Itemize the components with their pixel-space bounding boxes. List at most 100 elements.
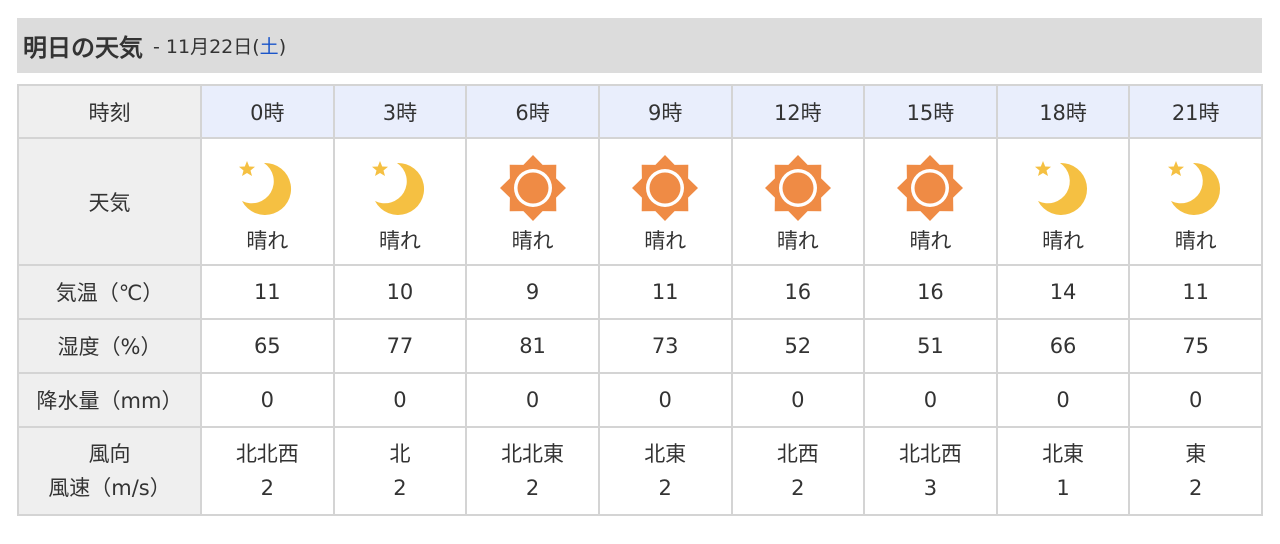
precip-cell: 0 [995, 372, 1131, 428]
weather-text: 晴れ [511, 228, 554, 253]
time-label: 15時 [906, 100, 955, 125]
precip-value: 0 [1189, 388, 1203, 412]
time-cell: 6時 [465, 84, 600, 139]
precip-cell: 0 [465, 372, 600, 428]
time-label: 18時 [1039, 100, 1087, 125]
temp-value: 14 [1049, 280, 1077, 304]
temp-cell: 9 [465, 264, 600, 320]
time-cell: 3時 [332, 84, 468, 139]
precip-value: 0 [525, 388, 540, 412]
wind-cell: 北北西 2 [200, 426, 335, 516]
precip-cell: 0 [200, 372, 335, 428]
wind-speed: 3 [923, 476, 938, 500]
weather-text: 晴れ [378, 228, 421, 253]
precip-value: 0 [393, 388, 407, 412]
sun-icon [865, 154, 996, 221]
moon-star-icon [1130, 155, 1261, 221]
humidity-value: 65 [253, 334, 281, 358]
moon-star-icon [202, 155, 333, 221]
humidity-value: 75 [1182, 334, 1210, 358]
weather-cell: 晴れ [332, 137, 468, 266]
weather-cell: 晴れ [597, 137, 733, 266]
weather-cell: 晴れ [730, 137, 866, 266]
precip-value: 0 [260, 388, 274, 412]
temp-cell: 10 [332, 264, 468, 320]
wind-dir: 北北西 [235, 442, 299, 466]
temp-cell: 11 [200, 264, 335, 320]
wind-cell: 北東 1 [995, 426, 1131, 516]
humidity-value: 52 [784, 334, 812, 358]
forecast-table: 時刻 0時 3時 6時 9時 12時 15時 18時 21時 天気 晴れ 晴れ 晴れ 晴れ 晴れ 晴れ 晴れ 晴… [17, 84, 1263, 516]
temp-cell: 11 [1128, 264, 1263, 320]
weather-cell: 晴れ [1128, 137, 1263, 266]
weather-text: 晴れ [246, 228, 289, 253]
wind-cell: 北北西 3 [863, 426, 998, 516]
label-wind-speed: 風速（m/s） [48, 476, 171, 500]
time-label: 9時 [648, 100, 683, 125]
wind-speed: 1 [1056, 476, 1070, 500]
precip-value: 0 [791, 388, 805, 412]
sun-icon [467, 154, 598, 221]
moon-star-icon [998, 155, 1129, 221]
sun-icon [733, 154, 864, 221]
weather-cell: 晴れ [995, 137, 1131, 266]
wind-dir: 北東 [644, 442, 687, 466]
wind-dir: 北北西 [898, 442, 962, 466]
wind-speed: 2 [393, 476, 407, 500]
time-label: 12時 [773, 100, 822, 125]
temp-cell: 16 [730, 264, 866, 320]
precip-cell: 0 [1128, 372, 1263, 428]
humidity-cell: 66 [995, 318, 1131, 374]
sun-icon [600, 154, 731, 221]
weather-text: 晴れ [1174, 228, 1217, 253]
temp-value: 11 [1182, 280, 1210, 304]
wind-cell: 北北東 2 [465, 426, 600, 516]
wind-dir: 北東 [1042, 442, 1085, 466]
humidity-cell: 51 [863, 318, 998, 374]
label-time: 時刻 [17, 84, 202, 139]
date: - 11月22日(土) [153, 32, 286, 59]
temp-value: 16 [917, 280, 944, 304]
time-label: 21時 [1171, 100, 1220, 125]
label-weather: 天気 [17, 137, 202, 266]
wind-dir: 東 [1185, 442, 1207, 466]
wind-speed: 2 [791, 476, 805, 500]
weather-text: 晴れ [644, 228, 687, 253]
weather-text: 晴れ [1042, 228, 1085, 253]
humidity-value: 73 [651, 334, 679, 358]
date-text: - 11月22日( [153, 36, 260, 58]
time-cell: 12時 [730, 84, 866, 139]
humidity-value: 81 [519, 334, 546, 358]
wind-speed: 2 [658, 476, 672, 500]
label-precip: 降水量（mm） [17, 372, 202, 428]
date-close: ) [278, 36, 287, 58]
precip-value: 0 [1056, 388, 1070, 412]
precip-cell: 0 [863, 372, 998, 428]
temp-value: 10 [386, 280, 414, 304]
label-humidity: 湿度（%） [17, 318, 202, 374]
wind-speed: 2 [260, 476, 274, 500]
temp-value: 11 [651, 280, 679, 304]
moon-star-icon [335, 155, 466, 221]
time-cell: 9時 [597, 84, 733, 139]
section-title: 明日の天気 [23, 34, 143, 62]
humidity-cell: 75 [1128, 318, 1263, 374]
temp-value: 11 [253, 280, 281, 304]
humidity-value: 51 [917, 334, 944, 358]
weather-cell: 晴れ [465, 137, 600, 266]
temp-cell: 16 [863, 264, 998, 320]
weather-cell: 晴れ [200, 137, 335, 266]
weather-text: 晴れ [909, 228, 952, 253]
wind-dir: 北 [389, 442, 411, 466]
label-wind-dir: 風向 [88, 442, 131, 466]
wind-cell: 北西 2 [730, 426, 866, 516]
wind-speed: 2 [1189, 476, 1203, 500]
weather-cell: 晴れ [863, 137, 998, 266]
precip-value: 0 [923, 388, 938, 412]
wind-cell: 北東 2 [597, 426, 733, 516]
temp-value: 16 [784, 280, 812, 304]
weekday: 土 [259, 36, 279, 58]
precip-value: 0 [658, 388, 672, 412]
